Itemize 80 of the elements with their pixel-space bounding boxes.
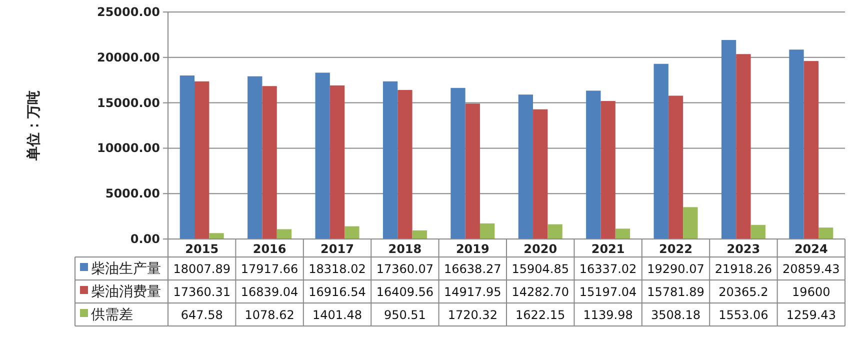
x-tick-label: 2020 xyxy=(524,242,558,256)
x-tick-label: 2017 xyxy=(320,242,354,256)
bar xyxy=(654,64,668,239)
data-label: 16916.54 xyxy=(308,285,366,299)
data-label: 18007.89 xyxy=(173,262,230,276)
data-label: 14282.70 xyxy=(512,285,569,299)
bar xyxy=(450,88,466,239)
bar xyxy=(736,54,751,239)
data-label: 15781.89 xyxy=(647,285,704,299)
data-label: 950.51 xyxy=(384,308,426,322)
bar xyxy=(248,76,262,239)
bar xyxy=(518,94,534,239)
data-label: 19600 xyxy=(792,285,830,299)
data-label: 3508.18 xyxy=(650,308,701,322)
data-label: 1259.43 xyxy=(786,308,836,322)
data-label: 1720.32 xyxy=(448,308,498,322)
data-label: 21918.26 xyxy=(714,262,772,276)
y-tick-label: 15000.00 xyxy=(96,96,160,110)
bar xyxy=(804,61,818,239)
x-tick-label: 2015 xyxy=(185,242,219,256)
x-tick-label: 2019 xyxy=(456,242,490,256)
bar xyxy=(194,81,210,239)
x-tick-label: 2022 xyxy=(659,242,692,256)
bar xyxy=(480,223,495,239)
data-label: 17917.66 xyxy=(240,262,298,276)
bar xyxy=(315,72,330,239)
y-tick-label: 10000.00 xyxy=(96,141,160,156)
data-label: 647.58 xyxy=(180,308,223,322)
data-label: 17360.07 xyxy=(376,262,434,276)
bar xyxy=(548,224,562,239)
x-tick-label: 2023 xyxy=(726,242,760,256)
bar xyxy=(180,75,195,239)
data-label: 16337.02 xyxy=(579,262,637,276)
y-tick-label: 0.00 xyxy=(130,232,160,246)
bar xyxy=(789,50,804,239)
legend-label: 供需差 xyxy=(91,306,133,322)
bar xyxy=(412,230,427,239)
y-axis-title: 单位：万吨 xyxy=(25,90,41,162)
bar xyxy=(398,90,412,239)
data-label: 18318.02 xyxy=(308,262,366,276)
bar xyxy=(262,86,277,239)
legend-label: 柴油生产量 xyxy=(91,260,161,276)
bar xyxy=(750,224,766,239)
bar xyxy=(586,90,601,239)
data-label: 1553.06 xyxy=(718,308,768,322)
legend-label: 柴油消费量 xyxy=(91,283,161,299)
bar xyxy=(276,229,292,239)
bar xyxy=(721,40,736,239)
bar xyxy=(533,109,548,239)
data-label: 16409.56 xyxy=(376,285,434,299)
bar xyxy=(209,233,224,239)
data-label: 1078.62 xyxy=(244,308,294,322)
x-tick-label: 2018 xyxy=(388,242,422,256)
y-tick-label: 20000.00 xyxy=(96,50,160,64)
y-tick-label: 25000.00 xyxy=(96,5,160,19)
bar xyxy=(683,207,698,239)
data-label: 15904.85 xyxy=(512,262,569,276)
bar xyxy=(465,104,480,239)
data-label: 16638.27 xyxy=(444,262,502,276)
bar xyxy=(382,81,398,239)
bar xyxy=(818,228,834,239)
data-label: 14917.95 xyxy=(444,285,502,299)
bar xyxy=(615,228,630,239)
bar xyxy=(600,101,616,239)
bar xyxy=(330,85,345,239)
data-label: 19290.07 xyxy=(647,262,704,276)
data-label: 16839.04 xyxy=(240,285,298,299)
data-label: 20365.2 xyxy=(718,285,768,299)
data-label: 1622.15 xyxy=(516,308,566,322)
x-tick-label: 2016 xyxy=(252,242,286,256)
x-tick-label: 2021 xyxy=(591,242,625,256)
data-label: 15197.04 xyxy=(579,285,637,299)
y-tick-label: 5000.00 xyxy=(105,186,160,201)
bar xyxy=(344,226,360,239)
x-tick-label: 2024 xyxy=(794,242,828,256)
bar xyxy=(668,96,684,239)
data-label: 1139.98 xyxy=(583,308,633,322)
data-label: 1401.48 xyxy=(312,308,362,322)
data-label: 20859.43 xyxy=(782,262,840,276)
data-label: 17360.31 xyxy=(173,285,230,299)
